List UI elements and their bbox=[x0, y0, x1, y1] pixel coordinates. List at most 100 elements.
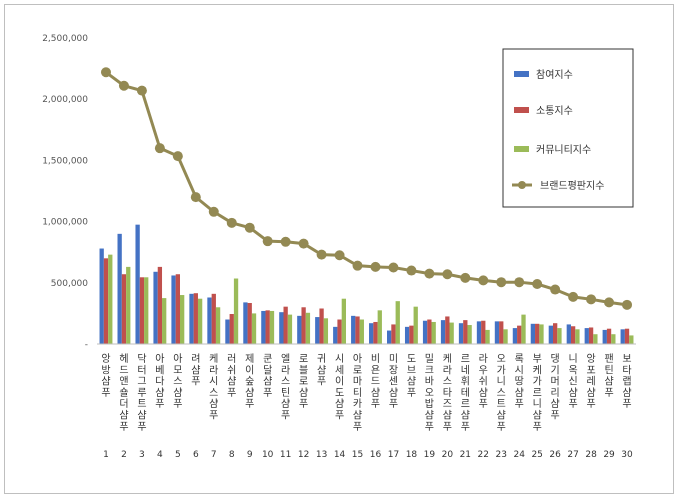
brand-index-point-5 bbox=[172, 151, 183, 162]
legend-swatch bbox=[514, 71, 529, 77]
brand-index-point-4 bbox=[154, 143, 165, 154]
bar-1-8 bbox=[225, 319, 230, 344]
x-rank-label: 29 bbox=[603, 450, 615, 460]
bar-3-14 bbox=[341, 298, 346, 344]
bars bbox=[99, 224, 634, 344]
x-rank-label: 10 bbox=[262, 450, 274, 460]
bar-2-29 bbox=[606, 328, 612, 344]
y-tick-label: 2,000,000 bbox=[42, 95, 88, 105]
bar-3-25 bbox=[539, 324, 544, 344]
legend-swatch bbox=[514, 107, 529, 113]
bar-1-27 bbox=[566, 324, 571, 344]
bar-2-8 bbox=[229, 314, 234, 344]
x-rank-label: 3 bbox=[139, 450, 145, 460]
bar-2-17 bbox=[391, 324, 396, 344]
x-rank-label: 5 bbox=[175, 450, 181, 460]
x-rank-label: 2 bbox=[121, 450, 127, 460]
bar-3-13 bbox=[323, 318, 329, 344]
bar-3-29 bbox=[611, 334, 616, 344]
bar-2-15 bbox=[355, 316, 360, 344]
y-tick-label: 2,500,000 bbox=[42, 34, 88, 44]
brand-index-point-23 bbox=[496, 277, 507, 288]
x-rank-label: 16 bbox=[370, 450, 382, 460]
brand-index-point-30 bbox=[622, 299, 633, 310]
brand-index-point-13 bbox=[316, 249, 327, 260]
x-rank-label: 28 bbox=[585, 450, 597, 460]
bar-2-12 bbox=[301, 307, 306, 344]
x-rank-label: 13 bbox=[316, 450, 327, 460]
bar-1-6 bbox=[189, 293, 194, 344]
x-rank-label: 23 bbox=[496, 450, 507, 460]
bar-1-4 bbox=[153, 271, 158, 344]
bar-3-1 bbox=[108, 254, 113, 344]
bar-3-24 bbox=[521, 314, 526, 344]
bar-1-1 bbox=[99, 248, 104, 344]
bar-1-19 bbox=[422, 320, 428, 344]
brand-index-point-17 bbox=[388, 262, 399, 273]
bar-1-15 bbox=[351, 315, 356, 344]
y-tick-label: 1,500,000 bbox=[42, 156, 88, 166]
bar-3-4 bbox=[162, 298, 167, 344]
bar-3-5 bbox=[180, 295, 185, 344]
chart-frame bbox=[4, 4, 674, 494]
bar-3-17 bbox=[395, 301, 400, 344]
brand-index-point-3 bbox=[136, 85, 147, 96]
bar-1-16 bbox=[369, 323, 374, 344]
y-tick-label: - bbox=[85, 340, 88, 350]
bar-1-23 bbox=[494, 321, 500, 344]
bar-3-10 bbox=[269, 310, 275, 344]
x-rank-label: 8 bbox=[229, 450, 235, 460]
bar-1-29 bbox=[602, 329, 607, 344]
bar-2-9 bbox=[247, 303, 252, 344]
bar-2-16 bbox=[373, 321, 378, 344]
bar-1-24 bbox=[512, 328, 518, 344]
x-rank-label: 18 bbox=[406, 450, 418, 460]
bar-3-27 bbox=[575, 329, 580, 344]
bar-1-21 bbox=[458, 323, 464, 344]
legend-label: 커뮤니티지수 bbox=[536, 144, 591, 156]
bar-2-26 bbox=[553, 323, 558, 344]
bar-1-18 bbox=[404, 326, 410, 344]
bar-1-9 bbox=[243, 302, 248, 344]
bar-2-4 bbox=[157, 266, 163, 344]
brand-index-point-20 bbox=[442, 269, 453, 280]
bar-1-10 bbox=[261, 310, 266, 344]
bar-2-14 bbox=[337, 319, 342, 344]
bar-3-3 bbox=[144, 277, 149, 344]
bar-3-12 bbox=[305, 312, 311, 344]
bar-3-19 bbox=[431, 321, 436, 344]
x-rank-label: 7 bbox=[211, 450, 217, 460]
bar-3-11 bbox=[287, 314, 293, 344]
bar-2-10 bbox=[265, 310, 270, 344]
bar-3-28 bbox=[593, 334, 598, 344]
bar-3-23 bbox=[503, 329, 508, 344]
bar-1-2 bbox=[117, 233, 122, 344]
x-rank-label: 12 bbox=[298, 450, 309, 460]
x-rank-label: 22 bbox=[478, 450, 489, 460]
x-rank-label: 6 bbox=[193, 450, 199, 460]
x-rank-label: 30 bbox=[621, 450, 633, 460]
x-rank-label: 21 bbox=[460, 450, 471, 460]
brand-index-point-1 bbox=[100, 67, 111, 78]
bar-2-30 bbox=[624, 328, 630, 344]
legend-label: 브랜드평판지수 bbox=[540, 180, 604, 192]
bar-1-5 bbox=[171, 275, 176, 344]
brand-index-point-24 bbox=[514, 277, 525, 288]
